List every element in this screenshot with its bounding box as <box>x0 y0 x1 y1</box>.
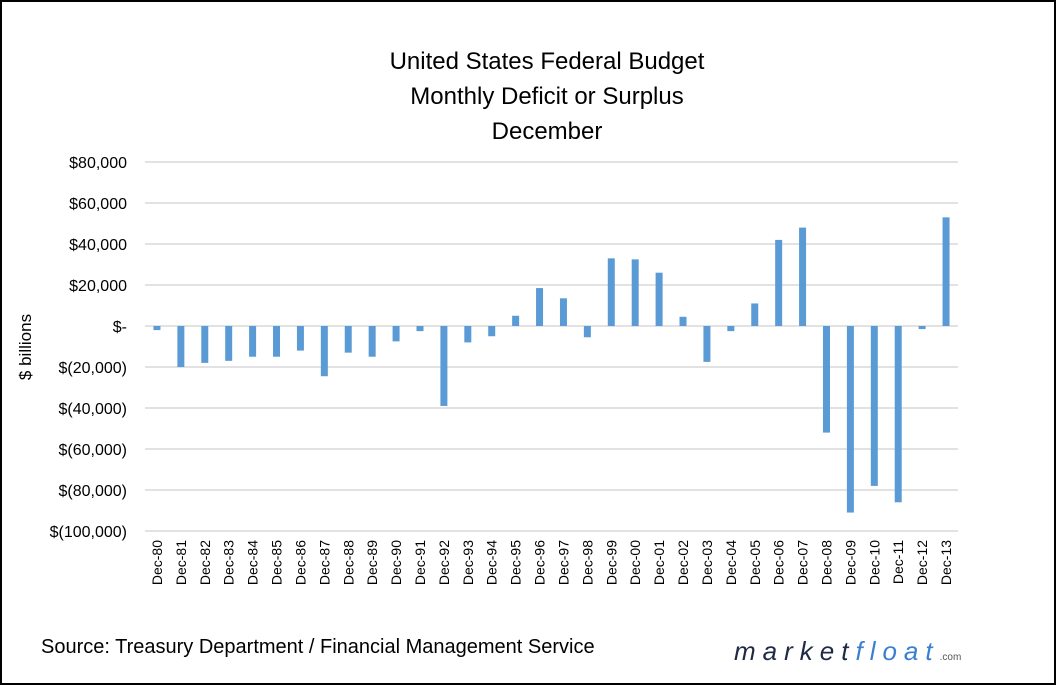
y-axis-label: $ billions <box>16 314 35 380</box>
bar-dec-97 <box>559 298 567 326</box>
chart-title-line-1: United States Federal Budget <box>389 48 705 75</box>
x-tick-label: Dec-83 <box>221 540 237 585</box>
bar-dec-89 <box>368 326 376 357</box>
bar-dec-99 <box>607 258 615 326</box>
chart-title-line-2: Monthly Deficit or Surplus <box>410 83 684 110</box>
bar-dec-86 <box>296 326 304 351</box>
chart-title-line-3: December <box>491 118 603 145</box>
bar-dec-08 <box>822 326 830 433</box>
x-tick-label: Dec-93 <box>460 540 476 585</box>
source-note: Source: Treasury Department / Financial … <box>41 636 595 658</box>
x-tick-label: Dec-12 <box>914 540 930 585</box>
gridlines <box>145 161 958 532</box>
x-tick-label: Dec-85 <box>269 540 285 585</box>
y-tick-label: $20,000 <box>69 278 127 295</box>
bar-dec-07 <box>799 227 807 326</box>
bar-dec-93 <box>464 326 472 343</box>
bar-dec-01 <box>655 272 663 326</box>
bar-dec-81 <box>177 326 185 367</box>
x-tick-label: Dec-13 <box>938 540 954 585</box>
y-axis-tick-labels: $80,000 $60,000 $40,000 $20,000 $- $(20,000) $… <box>50 155 127 541</box>
bar-dec-06 <box>775 239 783 326</box>
y-tick-label: $(80,000) <box>59 483 128 500</box>
logo-market-text: market <box>734 636 856 666</box>
logo-float-text: float <box>855 636 940 666</box>
x-tick-label: Dec-88 <box>340 540 356 585</box>
bar-dec-09 <box>846 326 854 513</box>
bar-dec-87 <box>320 326 328 377</box>
bar-dec-90 <box>392 326 400 342</box>
bar-dec-83 <box>225 326 233 361</box>
x-tick-label: Dec-10 <box>866 540 882 585</box>
x-axis-tick-labels: Dec-80 Dec-81 Dec-82 Dec-83 Dec-84 Dec-85 Dec-… <box>149 540 954 585</box>
bar-dec-12 <box>918 326 926 330</box>
x-tick-label: Dec-87 <box>316 540 332 585</box>
bar-dec-94 <box>488 326 496 337</box>
x-tick-label: Dec-86 <box>292 540 308 585</box>
y-tick-label: $60,000 <box>69 196 127 213</box>
bar-dec-02 <box>679 316 687 326</box>
y-tick-label: $(40,000) <box>59 401 128 418</box>
x-tick-label: Dec-05 <box>747 540 763 585</box>
bar-dec-82 <box>201 326 209 363</box>
x-tick-label: Dec-81 <box>173 540 189 585</box>
bar-dec-11 <box>894 326 902 503</box>
bar-dec-98 <box>583 326 591 338</box>
bar-dec-10 <box>870 326 878 486</box>
y-tick-label: $- <box>113 319 127 336</box>
x-tick-label: Dec-98 <box>579 540 595 585</box>
bar-dec-91 <box>416 326 424 332</box>
x-tick-label: Dec-02 <box>675 540 691 585</box>
x-tick-label: Dec-99 <box>603 540 619 585</box>
bars <box>153 217 950 513</box>
x-tick-label: Dec-08 <box>818 540 834 585</box>
y-tick-label: $40,000 <box>69 237 127 254</box>
x-tick-label: Dec-00 <box>627 540 643 585</box>
x-tick-label: Dec-01 <box>651 540 667 585</box>
x-tick-label: Dec-91 <box>412 540 428 585</box>
x-tick-label: Dec-84 <box>245 540 261 585</box>
x-tick-label: Dec-04 <box>723 540 739 585</box>
bar-dec-03 <box>703 326 711 362</box>
x-tick-label: Dec-82 <box>197 540 213 585</box>
x-tick-label: Dec-11 <box>890 540 906 584</box>
x-tick-label: Dec-90 <box>388 540 404 585</box>
x-tick-label: Dec-95 <box>508 540 524 585</box>
x-tick-label: Dec-80 <box>149 540 165 585</box>
y-tick-label: $(100,000) <box>50 524 127 541</box>
x-tick-label: Dec-03 <box>699 540 715 585</box>
y-tick-label: $(60,000) <box>59 442 128 459</box>
bar-dec-04 <box>727 326 735 332</box>
x-tick-label: Dec-89 <box>364 540 380 585</box>
y-tick-label: $80,000 <box>69 155 127 172</box>
x-tick-label: Dec-97 <box>555 540 571 585</box>
bar-dec-00 <box>631 259 639 326</box>
x-tick-label: Dec-94 <box>484 540 500 585</box>
y-tick-label: $(20,000) <box>59 360 128 377</box>
bar-dec-85 <box>273 326 281 357</box>
bar-dec-05 <box>751 303 759 326</box>
chart-title: United States Federal Budget Monthly Def… <box>0 44 1056 149</box>
x-tick-label: Dec-09 <box>842 540 858 585</box>
x-tick-label: Dec-07 <box>795 540 811 585</box>
bar-dec-96 <box>536 288 544 326</box>
x-tick-label: Dec-06 <box>771 540 787 585</box>
bar-dec-13 <box>942 217 950 326</box>
x-tick-label: Dec-96 <box>532 540 548 585</box>
logo-com-text: .com <box>939 652 962 663</box>
x-tick-label: Dec-92 <box>436 540 452 585</box>
bar-dec-88 <box>344 326 352 353</box>
bar-dec-92 <box>440 326 448 406</box>
bar-dec-95 <box>512 315 520 326</box>
bar-dec-80 <box>153 326 161 331</box>
bar-dec-84 <box>249 326 257 357</box>
marketfloat-logo: marketfloat.com <box>734 636 961 673</box>
